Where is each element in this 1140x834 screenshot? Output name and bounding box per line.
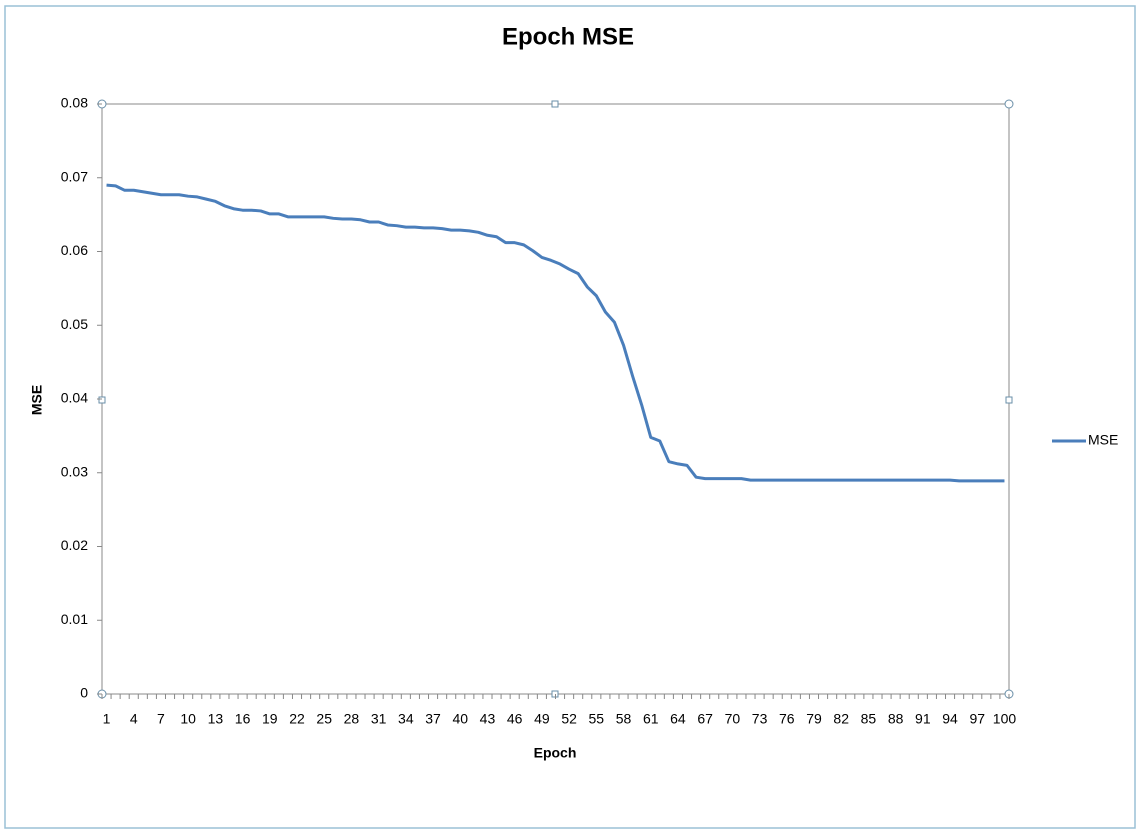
x-tick-label: 31 bbox=[371, 711, 387, 727]
y-tick-label: 0 bbox=[80, 685, 88, 701]
y-tick-label: 0.05 bbox=[61, 316, 88, 332]
x-tick-label: 43 bbox=[480, 711, 496, 727]
x-tick-label: 28 bbox=[344, 711, 360, 727]
x-tick-label: 61 bbox=[643, 711, 659, 727]
x-tick-label: 13 bbox=[208, 711, 224, 727]
x-tick-label: 67 bbox=[697, 711, 713, 727]
x-tick-label: 97 bbox=[969, 711, 985, 727]
y-tick-label: 0.08 bbox=[61, 95, 88, 111]
x-tick-label: 4 bbox=[130, 711, 138, 727]
x-tick-label: 16 bbox=[235, 711, 251, 727]
chart-area bbox=[4, 5, 1136, 829]
y-axis-title: MSE bbox=[29, 385, 45, 415]
x-tick-label: 85 bbox=[861, 711, 877, 727]
x-tick-label: 58 bbox=[616, 711, 632, 727]
x-tick-label: 22 bbox=[289, 711, 305, 727]
x-tick-label: 1 bbox=[103, 711, 111, 727]
x-tick-label: 25 bbox=[316, 711, 332, 727]
x-axis-ticks bbox=[101, 694, 1010, 699]
x-tick-label: 79 bbox=[806, 711, 822, 727]
x-tick-label: 46 bbox=[507, 711, 523, 727]
x-axis-title: Epoch bbox=[534, 745, 577, 761]
y-tick-label: 0.03 bbox=[61, 463, 88, 479]
x-tick-label: 40 bbox=[452, 711, 468, 727]
x-tick-label: 7 bbox=[157, 711, 165, 727]
x-tick-label: 91 bbox=[915, 711, 931, 727]
x-tick-label: 52 bbox=[561, 711, 577, 727]
y-tick-label: 0.02 bbox=[61, 537, 88, 553]
x-tick-label: 37 bbox=[425, 711, 441, 727]
y-tick-label: 0.04 bbox=[61, 390, 88, 406]
y-tick-label: 0.01 bbox=[61, 611, 88, 627]
x-tick-label: 64 bbox=[670, 711, 686, 727]
x-tick-label: 49 bbox=[534, 711, 550, 727]
x-tick-label: 55 bbox=[589, 711, 605, 727]
x-tick-label: 94 bbox=[942, 711, 958, 727]
x-tick-label: 19 bbox=[262, 711, 278, 727]
x-tick-label: 34 bbox=[398, 711, 414, 727]
x-tick-label: 88 bbox=[888, 711, 904, 727]
x-tick-label: 82 bbox=[833, 711, 849, 727]
y-tick-label: 0.06 bbox=[61, 242, 88, 258]
x-tick-label: 76 bbox=[779, 711, 795, 727]
y-tick-label: 0.07 bbox=[61, 168, 88, 184]
x-tick-label: 100 bbox=[993, 711, 1017, 727]
x-tick-label: 10 bbox=[180, 711, 196, 727]
chart-title: Epoch MSE bbox=[502, 23, 634, 50]
line-series bbox=[106, 183, 1005, 483]
legend-label: MSE bbox=[1088, 432, 1118, 448]
x-tick-label: 70 bbox=[725, 711, 741, 727]
x-tick-label: 73 bbox=[752, 711, 768, 727]
